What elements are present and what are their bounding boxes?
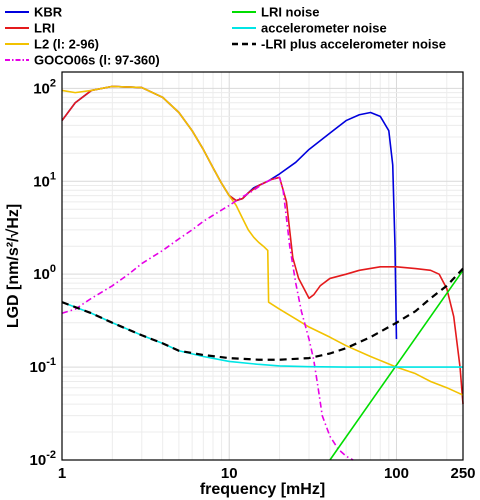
legend-label-goco06s-l-97-360: GOCO06s (l: 97-360) <box>34 53 160 68</box>
plot-frame <box>61 71 464 461</box>
x-tick-label: 10 <box>221 465 238 482</box>
y-tick-label: 100 <box>33 263 56 283</box>
legend-label-lri-noise: LRI noise <box>261 5 320 20</box>
series-line-accelerometer-noise <box>61 301 463 368</box>
series-line-l2-l-2-96 <box>61 85 464 396</box>
series-lines <box>61 85 464 461</box>
y-tick-label: 10-2 <box>30 449 56 469</box>
legend-label-lri: LRI <box>34 21 55 36</box>
y-axis-label: LGD [nm/s²/√Hz] <box>5 204 22 328</box>
legend-label-kbr: KBR <box>34 5 63 20</box>
legend-label-l2-l-2-96: L2 (l: 2-96) <box>34 37 99 52</box>
x-axis-label: frequency [mHz] <box>200 481 325 498</box>
y-tick-label: 10-1 <box>30 356 56 376</box>
plot-background <box>62 72 463 460</box>
y-tick-label: 101 <box>33 170 56 190</box>
y-tick-label: 102 <box>33 77 56 97</box>
x-tick-label: 250 <box>450 465 475 482</box>
series-line-goco06s-l-97-360 <box>61 176 354 461</box>
x-tick-label: 100 <box>384 465 409 482</box>
legend-label-accelerometer-noise: accelerometer noise <box>261 21 387 36</box>
series-line-lri-noise <box>329 269 464 461</box>
series-line-lri-plus-accelerometer-noise <box>61 267 464 361</box>
plot-area <box>61 71 464 461</box>
legend-label-lri-plus-accelerometer-noise: -LRI plus accelerometer noise <box>261 37 446 52</box>
axis-ticks: 1 10 100 250 10-2 10-1 100 101 102 <box>30 77 476 482</box>
x-tick-label: 1 <box>58 465 66 482</box>
